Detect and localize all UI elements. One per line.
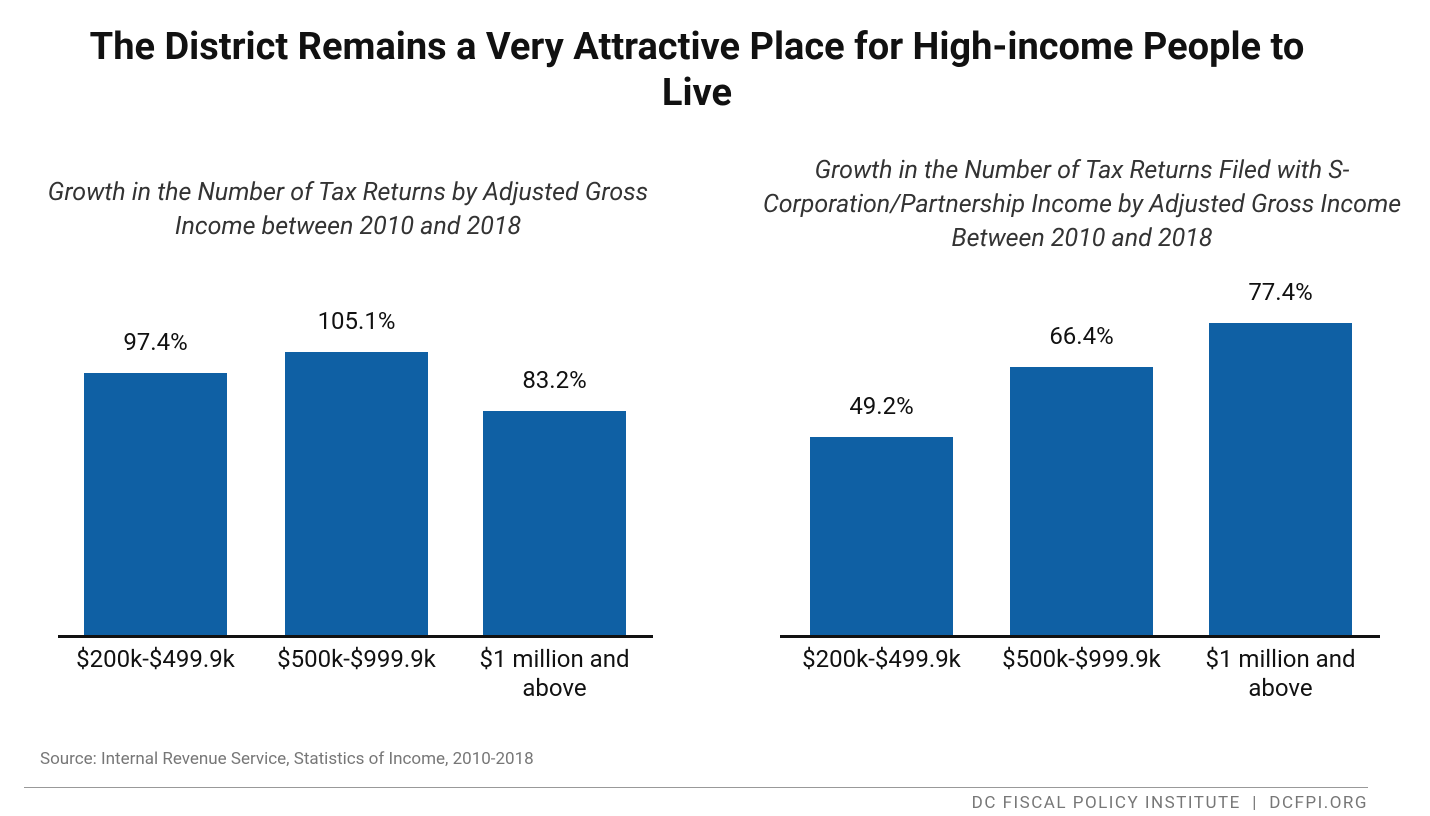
main-title: The District Remains a Very Attractive P…	[89, 25, 1305, 115]
value-label: 105.1%	[317, 307, 396, 335]
footer: DC FISCAL POLICY INSTITUTE | DCFPI.ORG	[971, 793, 1368, 813]
category-label: $200k-$499.9k	[802, 645, 961, 673]
chart-subtitle: Growth in the Number of Tax Returns File…	[762, 156, 1402, 253]
value-label: 83.2%	[522, 366, 587, 395]
category-label: $500k-$999.9k	[1002, 645, 1161, 673]
bar	[483, 411, 626, 636]
value-label: 49.2%	[849, 392, 914, 421]
value-label: 66.4%	[1049, 322, 1114, 351]
category-label: $1 million and above	[1205, 645, 1356, 702]
value-label: 97.4%	[123, 327, 188, 356]
baseline	[780, 635, 1380, 638]
category-label: $500k-$999.9k	[277, 645, 436, 673]
bar	[1010, 367, 1153, 636]
value-label: 77.4%	[1248, 278, 1313, 306]
baseline	[58, 635, 653, 638]
chart-subtitle: Growth in the Number of Tax Returns by A…	[47, 178, 649, 241]
bar	[810, 437, 953, 636]
category-label: $200k-$499.9k	[76, 645, 235, 673]
category-label: $1 million and above	[479, 645, 630, 702]
divider	[24, 787, 1368, 788]
bar	[1209, 323, 1352, 636]
bar	[285, 352, 428, 636]
source-note: Source: Internal Revenue Service, Statis…	[40, 749, 534, 769]
bar	[84, 372, 227, 636]
